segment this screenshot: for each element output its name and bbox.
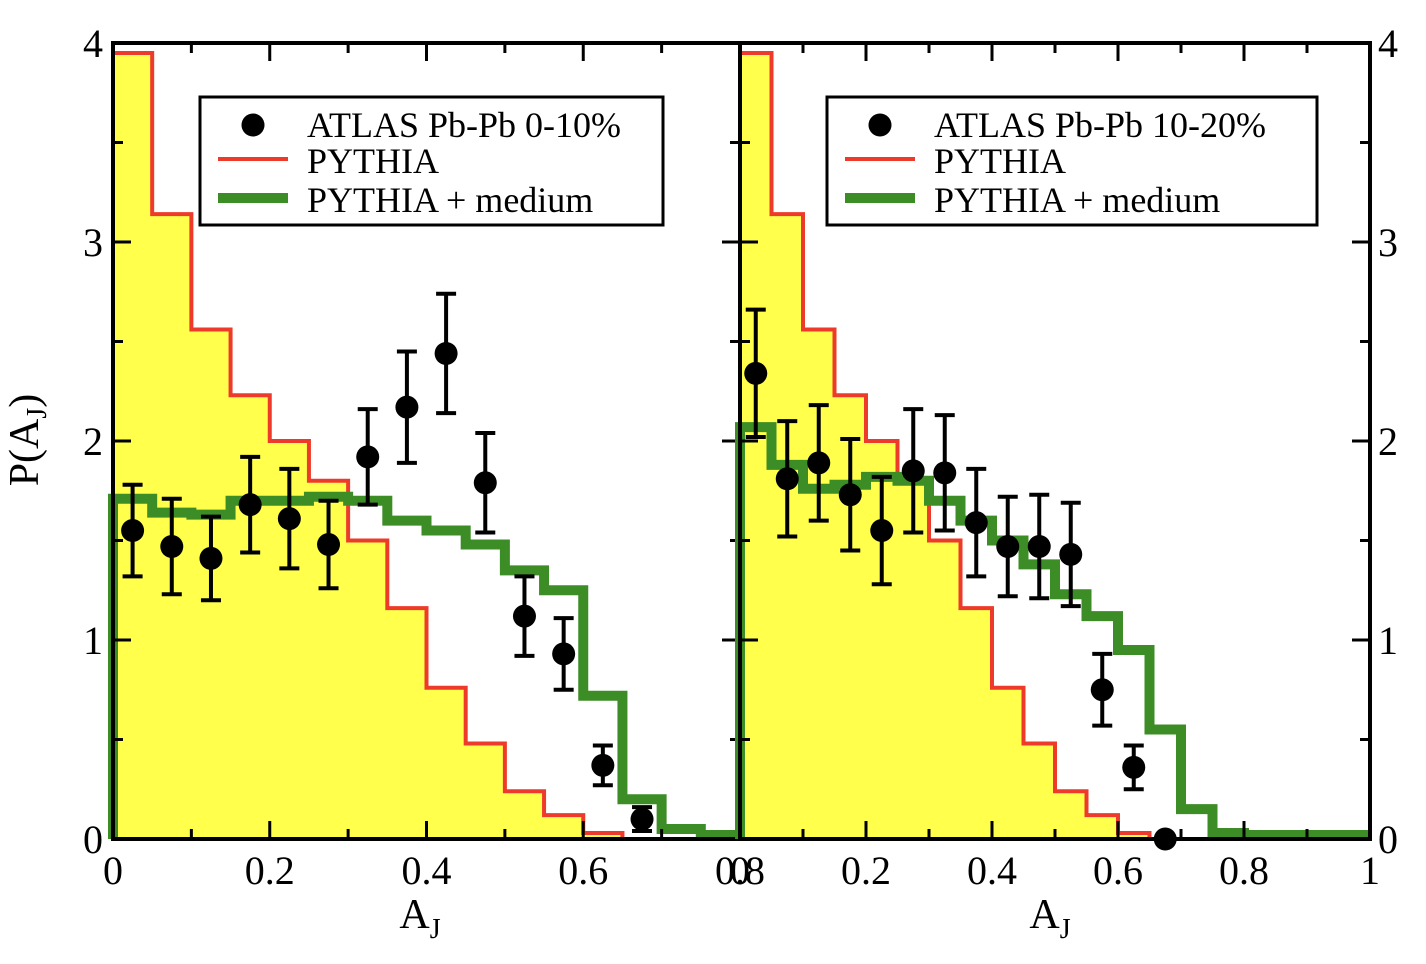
x-axis-label-left: AJ	[399, 892, 440, 945]
data-point	[807, 451, 831, 475]
x-tick-label: 0.8	[1219, 848, 1269, 893]
y-tick-label: 2	[83, 419, 103, 464]
data-point	[317, 532, 341, 556]
data-point	[996, 534, 1020, 558]
data-point	[1122, 755, 1146, 779]
data-point	[901, 459, 925, 483]
y-tick-label: 1	[83, 618, 103, 663]
y-tick-label: 4	[83, 21, 103, 66]
y-tick-label: 0	[83, 817, 103, 862]
data-point	[1090, 678, 1114, 702]
data-point	[1059, 542, 1083, 566]
legend-label-pythia: PYTHIA	[934, 141, 1066, 181]
data-point	[434, 341, 458, 365]
data-point	[512, 604, 536, 628]
data-point	[630, 807, 654, 831]
legend-label-medium: PYTHIA + medium	[934, 180, 1220, 220]
data-point	[964, 511, 988, 535]
y-tick-label: 4	[1378, 21, 1398, 66]
x-tick-label: 0.8	[715, 848, 765, 893]
y-tick-label: 3	[1378, 220, 1398, 265]
data-point	[744, 361, 768, 385]
legend-label-data: ATLAS Pb-Pb 10-20%	[934, 105, 1266, 145]
legend-label-data: ATLAS Pb-Pb 0-10%	[307, 105, 621, 145]
legend-label-pythia: PYTHIA	[307, 141, 439, 181]
x-tick-label: 0	[730, 848, 750, 893]
x-tick-label: 0.6	[1093, 848, 1143, 893]
data-point	[277, 507, 301, 531]
data-point	[591, 753, 615, 777]
x-tick-label: 0.6	[558, 848, 608, 893]
data-point	[552, 642, 576, 666]
x-tick-label: 1	[1360, 848, 1380, 893]
data-point	[238, 493, 262, 517]
x-tick-label: 0	[103, 848, 123, 893]
data-point	[775, 467, 799, 491]
data-point	[160, 534, 184, 558]
data-point	[199, 546, 223, 570]
x-axis-label-right: AJ	[1029, 892, 1070, 945]
x-tick-label: 0.4	[967, 848, 1017, 893]
pythia-medium-line	[108, 491, 740, 841]
legend-label-medium: PYTHIA + medium	[307, 180, 593, 220]
legend-marker-data	[241, 113, 265, 137]
data-point	[870, 519, 894, 543]
pythia-fill-area	[740, 52, 1370, 839]
y-tick-label: 1	[1378, 618, 1398, 663]
legend-marker-data	[868, 113, 892, 137]
pythia-fill-area	[113, 52, 740, 839]
pythia-medium-line	[735, 422, 1370, 841]
data-point	[473, 471, 497, 495]
y-tick-label: 0	[1378, 817, 1398, 862]
y-axis-label: P(AJ)	[2, 394, 53, 487]
data-point	[933, 461, 957, 485]
y-tick-label: 2	[1378, 419, 1398, 464]
y-tick-label: 3	[83, 220, 103, 265]
data-point	[356, 445, 380, 469]
x-tick-label: 0.2	[245, 848, 295, 893]
x-tick-label: 0.4	[402, 848, 452, 893]
data-point	[121, 519, 145, 543]
data-point	[838, 483, 862, 507]
data-point	[1027, 534, 1051, 558]
x-tick-label: 0.2	[841, 848, 891, 893]
data-point	[395, 395, 419, 419]
